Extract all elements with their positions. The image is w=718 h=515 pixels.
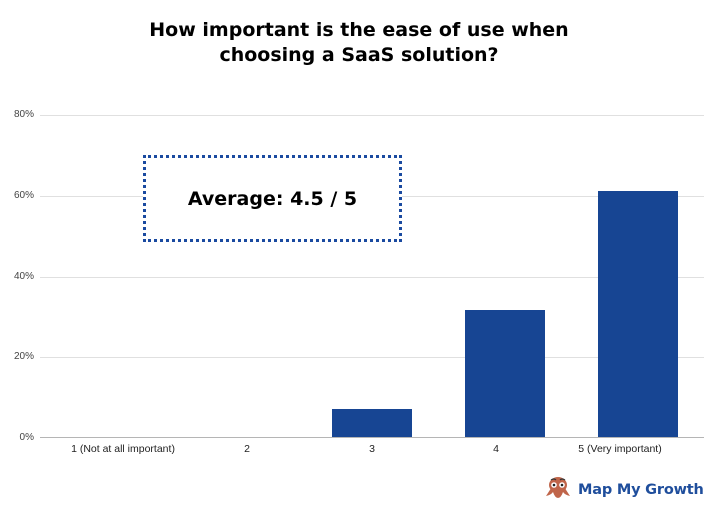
average-annotation-box: Average: 4.5 / 5: [143, 155, 402, 242]
x-axis-baseline: [40, 437, 704, 438]
gridline-40: [40, 277, 704, 278]
y-tick-80: 80%: [13, 109, 34, 120]
bar-4: [464, 310, 545, 437]
gridline-80: [40, 115, 704, 116]
x-tick-4: 4: [493, 443, 499, 455]
octopus-mascot-icon: [543, 476, 573, 505]
plot-area: [40, 115, 704, 438]
average-annotation-text: Average: 4.5 / 5: [187, 187, 358, 210]
x-tick-5: 5 (Very important): [578, 443, 662, 455]
bar-5: [597, 191, 678, 437]
y-tick-60: 60%: [13, 190, 34, 201]
chart-title-line-2: choosing a SaaS solution?: [219, 44, 499, 66]
chart-title-line-1: How important is the ease of use when: [149, 19, 569, 41]
bar-3: [332, 408, 412, 437]
x-tick-3: 3: [369, 443, 375, 455]
x-tick-1: 1 (Not at all important): [71, 443, 175, 455]
gridline-20: [40, 357, 704, 358]
brand-logo: Map My Growth: [543, 476, 704, 505]
y-tick-20: 20%: [13, 351, 34, 362]
chart-title: How important is the ease of use when ch…: [0, 18, 718, 68]
y-tick-40: 40%: [13, 271, 34, 282]
brand-logo-text: Map My Growth: [578, 482, 704, 498]
y-tick-0: 0%: [19, 432, 34, 443]
x-tick-2: 2: [244, 443, 250, 455]
